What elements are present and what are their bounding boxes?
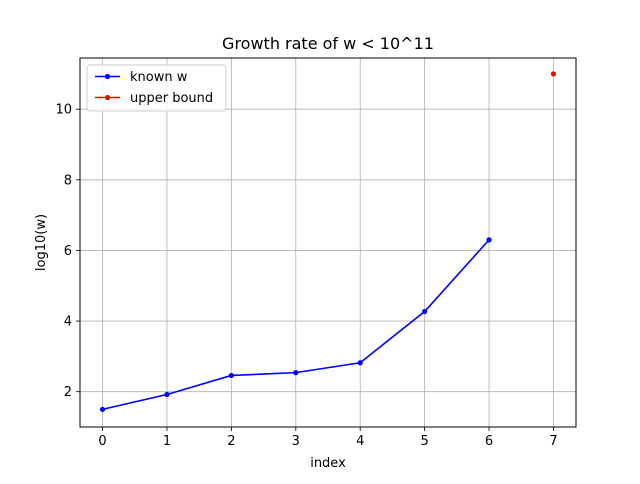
- y-tick-label: 6: [64, 244, 72, 259]
- x-tick-label: 5: [420, 434, 428, 449]
- data-point-known-w: [164, 391, 170, 398]
- x-tick-label: 2: [227, 434, 235, 449]
- y-tick-label: 10: [55, 103, 72, 118]
- data-point-upper-bound: [550, 71, 557, 77]
- x-tick-label: 7: [549, 434, 557, 449]
- data-point-known-w: [99, 406, 106, 412]
- tick-layer: 0 1 2 3 4 5 6 7 2 4 6 8 10: [55, 103, 557, 449]
- y-axis-label: log10(w): [34, 214, 49, 271]
- plot-frame: [79, 57, 577, 428]
- y-tick-label: 2: [64, 385, 72, 400]
- x-tick-label: 0: [98, 434, 106, 449]
- x-tick-label: 6: [485, 434, 493, 449]
- data-point-known-w: [422, 308, 428, 315]
- legend-box: [86, 64, 227, 112]
- legend: known w upper bound: [86, 64, 227, 112]
- data-point-known-w: [228, 372, 234, 379]
- series-known-w: [99, 237, 492, 412]
- legend-label: known w: [130, 70, 188, 85]
- series-layer: [99, 71, 557, 412]
- x-axis-label: index: [310, 456, 346, 471]
- x-tick-label: 1: [163, 434, 171, 449]
- data-point-known-w: [486, 237, 492, 243]
- series-upper-bound: [550, 71, 557, 77]
- y-tick-label: 8: [64, 173, 72, 188]
- chart-title: Growth rate of w < 10^11: [222, 34, 434, 53]
- legend-marker: [104, 94, 111, 101]
- legend-label: upper bound: [130, 91, 213, 106]
- legend-marker: [104, 73, 111, 80]
- y-tick-label: 4: [64, 315, 72, 330]
- data-point-known-w: [293, 370, 299, 376]
- grid-layer: [80, 58, 576, 427]
- data-point-known-w: [357, 360, 363, 366]
- x-tick-label: 3: [292, 434, 300, 449]
- x-tick-label: 4: [356, 434, 364, 449]
